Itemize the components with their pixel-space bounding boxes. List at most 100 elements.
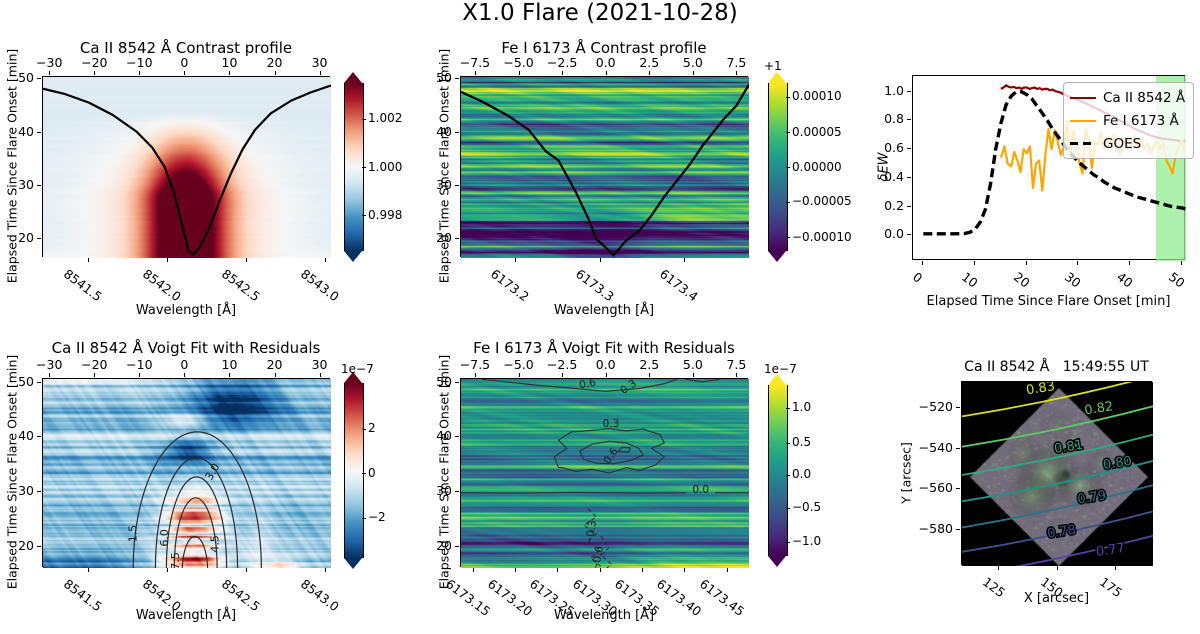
colorbar-tick-label: 0.998 [368,207,403,222]
overlay-ca-voigt-contours: 1.5 3.0 4.5 6.0 7.5 [126,431,262,568]
heatmap-fe-contrast [461,77,749,258]
svg-text:0.83: 0.83 [1025,382,1056,398]
y-tick-label: 30 [436,483,452,499]
legend-line-ca-icon [1070,96,1096,99]
colorbar-tick-label: 0 [368,465,376,480]
tick-mark [1025,261,1027,265]
tick-mark [649,71,651,75]
x-tick-label: 8542.5 [218,266,263,305]
colorbar-tick-mark [786,474,790,476]
tick-mark [229,71,231,75]
colorbar-tick-label: 0.00005 [792,124,842,139]
y-tick-label: 50 [18,70,34,86]
x-tick-label: 6173.2 [487,266,532,305]
y-tick-label: −540 [918,439,953,455]
tick-mark [325,568,327,572]
colorbar-bottom-arrow [344,558,362,569]
y-tick-label: −520 [918,399,953,415]
tick-mark [246,258,248,262]
y-tick-label: 20 [436,538,452,554]
top-tick-label: 0 [180,357,189,372]
colorbar-gradient [768,385,788,556]
top-tick-label: 20 [266,357,283,372]
y-tick-label: 50 [436,70,452,86]
tick-mark [184,373,186,377]
svg-text:−0.6: −0.6 [590,545,606,568]
tick-mark [229,373,231,377]
top-tick-label: 10 [221,55,238,70]
y-tick-label: 0.2 [884,197,904,213]
svg-text:0.3: 0.3 [618,379,639,397]
svg-text:0.80: 0.80 [1102,454,1133,473]
svg-text:3.0: 3.0 [202,461,222,483]
top-tick-label: −2.5 [546,55,578,70]
top-tick-label: −7.5 [459,357,491,372]
tick-mark [998,566,1000,570]
colorbar-tick-label: −0.00005 [792,194,852,209]
x-tick-label: 8543.0 [298,266,343,305]
plot-fe-contrast [460,76,749,258]
y-tick-label: 0.8 [884,111,904,127]
svg-text:0.6: 0.6 [578,379,597,391]
tick-mark [726,568,728,572]
top-tick-label: 2.5 [639,55,660,70]
legend: Ca II 8542 Å Fe I 6173 Å GOES [1063,82,1194,159]
heatmap-fe-voigt-residuals [461,379,749,568]
xlabel-ca-contrast: Wavelength [Å] [135,303,237,318]
y-tick-label: 40 [18,428,34,444]
tick-mark [472,568,474,572]
top-tick-label: 7.5 [726,55,747,70]
tick-mark [907,176,911,178]
plot-fe-voigt-residuals: 0.6 0.3 0.3 0.6 0.0 −0.3 −0.6 [460,378,749,568]
colorbar-top-arrow [768,374,786,385]
colorbar-tick-label: −2 [368,510,386,525]
svg-text:−0.3: −0.3 [583,519,599,546]
tick-mark [692,71,694,75]
panel-title-context-image: Ca II 8542 Å 15:49:55 UT [964,359,1149,375]
colorbar-bottom-arrow [768,251,786,262]
tick-mark [956,447,960,449]
tick-mark [455,436,459,438]
colorbar-tick-label: 1.0 [792,400,812,415]
top-tick-label: 0.0 [595,55,616,70]
tick-mark [562,71,564,75]
svg-text:7.5: 7.5 [169,552,182,568]
tick-mark [1129,261,1131,265]
tick-mark [907,234,911,236]
panel-title-ca-voigt: Ca II 8542 Å Voigt Fit with Residuals [51,339,321,357]
y-tick-label: 0.4 [884,168,904,184]
tick-mark [605,373,607,377]
x-tick-label: 6173.3 [572,266,617,305]
tick-mark [474,373,476,377]
y-tick-label: 30 [18,483,34,499]
tick-mark [94,71,96,75]
top-tick-label: −7.5 [459,55,491,70]
ylabel-fe-voigt: Elapsed Time Since Flare Onset [min] [436,354,452,590]
tick-mark [515,258,517,262]
colorbar-gradient [344,83,364,251]
tick-mark [139,373,141,377]
tick-mark [325,258,327,262]
tick-mark [974,261,976,265]
tick-mark [87,258,89,262]
top-tick-label: −10 [126,357,153,372]
tick-mark [956,528,960,530]
y-tick-label: 40 [18,123,34,139]
colorbar-tick-label: −0.00010 [792,229,852,244]
tick-mark [274,71,276,75]
svg-text:4.5: 4.5 [209,535,222,553]
tick-mark [1077,261,1079,265]
colorbar-tick-label: 0.00010 [792,89,842,104]
tick-mark [562,373,564,377]
colorbar-tick-label: 1.000 [368,159,403,174]
tick-mark [246,568,248,572]
tick-mark [956,407,960,409]
tick-mark [455,491,459,493]
y-tick-label: 20 [18,538,34,554]
tick-mark [167,258,168,262]
top-tick-label: 0 [180,55,189,70]
top-tick-label: −10 [126,55,153,70]
top-tick-label: 0.0 [595,357,616,372]
x-tick-label: 6173.4 [657,266,702,305]
